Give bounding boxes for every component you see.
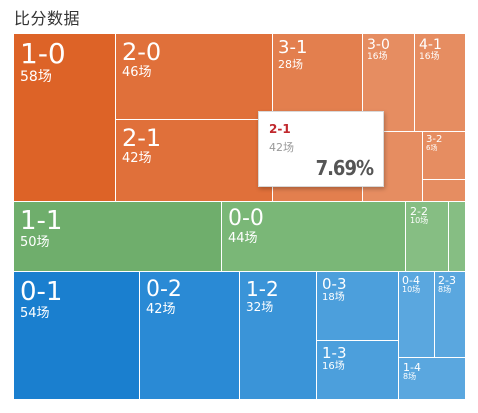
cell-score: 0-3 (322, 275, 347, 293)
cell-count: 6场 (426, 144, 438, 152)
cell-score: 2-1 (122, 124, 162, 152)
score-tooltip: 2-1 42场 7.69% (258, 111, 384, 187)
cell-score: 3-1 (278, 37, 308, 58)
cell-score: 4-1 (419, 37, 442, 53)
cell-count: 46场 (122, 65, 152, 80)
cell-count: 16场 (419, 52, 440, 62)
treemap-cell-0-1[interactable]: 0-1 54场 (14, 272, 140, 400)
treemap-cell-1-1[interactable]: 1-1 50场 (14, 202, 222, 272)
treemap-cell-draw-other[interactable] (449, 202, 466, 272)
cell-count: 42场 (122, 151, 152, 166)
cell-score: 3-2 (426, 134, 443, 145)
cell-score: 2-0 (122, 38, 162, 66)
treemap-cell-0-0[interactable]: 0-0 44场 (222, 202, 406, 272)
treemap-cell-0-2[interactable]: 0-2 42场 (140, 272, 240, 400)
cell-count: 28场 (278, 58, 303, 71)
cell-score: 0-0 (228, 206, 264, 231)
cell-count: 54场 (20, 306, 50, 321)
tooltip-count: 42场 (269, 141, 294, 154)
cell-score: 2-2 (410, 205, 428, 218)
treemap-cell-0-4[interactable]: 0-4 10场 (399, 272, 435, 358)
page-title: 比分数据 (14, 9, 81, 28)
cell-count: 42场 (146, 302, 176, 317)
treemap-cell-2-2[interactable]: 2-2 10场 (406, 202, 449, 272)
cell-score: 3-0 (367, 37, 390, 53)
cell-count: 10场 (402, 285, 421, 294)
cell-score: 1-4 (403, 361, 421, 374)
cell-score: 0-1 (20, 277, 63, 307)
cell-count: 44场 (228, 231, 258, 246)
cell-score: 2-3 (438, 274, 456, 287)
treemap-cell-0-3[interactable]: 0-3 18场 (317, 272, 399, 341)
cell-count: 50场 (20, 235, 50, 250)
cell-count: 32场 (246, 300, 274, 314)
treemap-cell-small-b[interactable] (423, 180, 466, 202)
treemap-cell-3-2[interactable]: 3-2 6场 (423, 132, 466, 180)
cell-score: 0-2 (146, 277, 182, 302)
treemap-cell-2-3[interactable]: 2-3 8场 (435, 272, 466, 358)
tooltip-score: 2-1 (269, 122, 291, 136)
cell-count: 8场 (438, 285, 452, 294)
cell-score: 1-2 (246, 277, 279, 301)
treemap-cell-1-3[interactable]: 1-3 16场 (317, 341, 399, 400)
cell-count: 8场 (403, 372, 417, 381)
treemap-cell-2-0[interactable]: 2-0 46场 (116, 34, 273, 120)
tooltip-percent: 7.69% (315, 156, 374, 180)
treemap-cell-1-4[interactable]: 1-4 8场 (399, 358, 466, 400)
cell-count: 16场 (322, 361, 345, 372)
cell-count: 18场 (322, 292, 345, 303)
score-treemap: 1-0 58场 2-0 46场 2-1 42场 3-1 28场 3-0 16场 … (14, 34, 466, 400)
treemap-cell-1-2[interactable]: 1-2 32场 (240, 272, 317, 400)
treemap-cell-1-0[interactable]: 1-0 58场 (14, 34, 116, 202)
treemap-cell-2-1[interactable]: 2-1 42场 (116, 120, 273, 202)
cell-count: 16场 (367, 52, 388, 62)
cell-count: 58场 (20, 69, 52, 85)
cell-score: 1-3 (322, 344, 347, 362)
treemap-cell-4-1[interactable]: 4-1 16场 (415, 34, 466, 132)
cell-count: 10场 (410, 216, 429, 225)
treemap-cell-3-1[interactable]: 3-1 28场 (273, 34, 363, 120)
cell-score: 1-0 (20, 37, 66, 70)
cell-score: 0-4 (402, 274, 420, 287)
cell-score: 1-1 (20, 206, 63, 236)
